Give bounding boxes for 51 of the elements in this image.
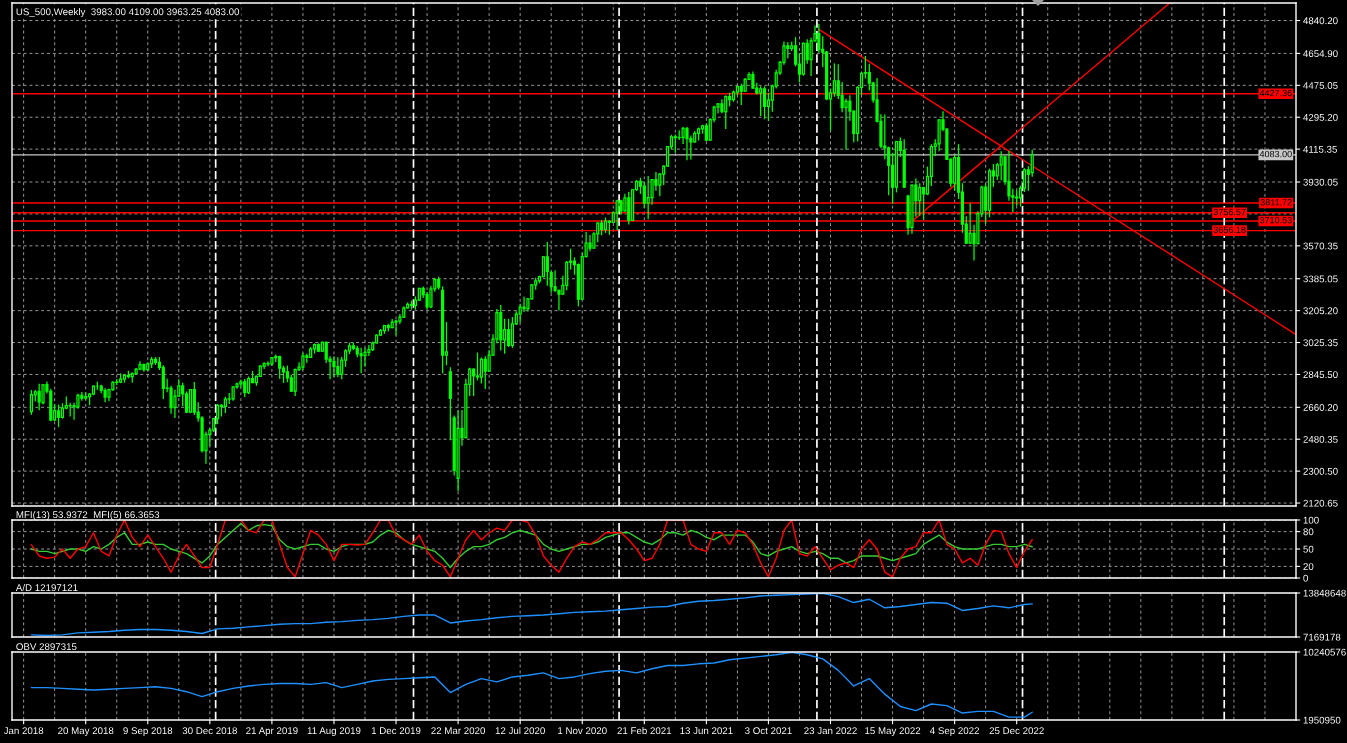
y-tick-label: 2300.50: [1303, 467, 1338, 475]
x-tick-label: 21 Feb 2021: [617, 726, 672, 735]
y-tick-label: 2660.20: [1303, 404, 1338, 411]
y-tick-label: 3930.05: [1303, 178, 1338, 186]
y-tick-label: 80: [1303, 528, 1314, 536]
ref-line-label: 3756.57: [1213, 208, 1246, 216]
x-tick-label: 25 Dec 2022: [989, 727, 1044, 735]
y-tick-label: 3385.05: [1303, 275, 1338, 283]
chart-title: US_500,Weekly 3983.00 4109.00 3963.25 4083.00: [16, 8, 240, 18]
y-tick-label: 0: [1303, 574, 1308, 582]
chart-title: OBV 2897315: [16, 643, 77, 651]
ref-line-label: 3710.53: [1259, 216, 1292, 224]
x-tick-label: 15 May 2022: [865, 727, 921, 737]
y-tick-label: 10240576: [1303, 648, 1346, 656]
chart-title: A/D 12197121: [15, 583, 78, 592]
y-tick-label: 4115.35: [1303, 145, 1337, 153]
y-tick-label: 100: [1303, 516, 1319, 524]
x-tick-label: Jan 2018: [3, 727, 44, 735]
y-tick-label: 2845.50: [1303, 371, 1338, 379]
ref-line-label: 4083.00: [1259, 150, 1292, 158]
y-tick-label: 4475.05: [1303, 82, 1338, 89]
x-tick-label: 30 Dec 2018: [182, 727, 237, 735]
y-tick-label: 13848648: [1303, 589, 1346, 597]
x-tick-label: 20 May 2018: [58, 727, 114, 737]
y-tick-label: 2120.65: [1303, 499, 1338, 507]
x-tick-label: 1 Dec 2019: [371, 727, 421, 735]
x-tick-label: 1 Nov 2020: [558, 727, 607, 735]
y-tick-label: 4654.90: [1303, 50, 1338, 58]
y-tick-label: 20: [1303, 563, 1314, 571]
ref-line-label: 3811.72: [1260, 199, 1292, 206]
y-tick-label: 4840.20: [1303, 17, 1338, 25]
ref-line-label: 3656.18: [1213, 226, 1246, 234]
chart-title: MFI(13) 53.9372 MFI(5) 66.3653: [16, 510, 160, 520]
y-tick-label: 2480.35: [1303, 435, 1338, 443]
x-tick-label: 12 Jul 2020: [495, 726, 545, 735]
x-tick-label: 22 Mar 2020: [431, 727, 486, 735]
y-tick-label: 3025.35: [1303, 339, 1338, 347]
x-tick-label: 11 Aug 2019: [307, 727, 361, 737]
x-tick-label: 21 Apr 2019: [246, 727, 298, 737]
x-tick-label: 13 Jun 2021: [680, 727, 733, 735]
x-tick-label: 23 Jan 2022: [804, 727, 857, 735]
x-tick-label: 3 Oct 2021: [745, 727, 792, 735]
y-tick-label: 7169178: [1303, 633, 1341, 641]
x-tick-label: 9 Sep 2018: [123, 727, 173, 737]
y-tick-label: 50: [1303, 545, 1314, 553]
y-tick-label: 1950950: [1303, 716, 1341, 724]
y-tick-label: 4295.20: [1303, 113, 1338, 121]
x-tick-label: 4 Sep 2022: [929, 727, 980, 737]
ref-line-label: 4427.36: [1259, 89, 1292, 97]
y-tick-label: 3205.20: [1303, 307, 1338, 315]
y-tick-label: 3570.35: [1303, 242, 1338, 250]
